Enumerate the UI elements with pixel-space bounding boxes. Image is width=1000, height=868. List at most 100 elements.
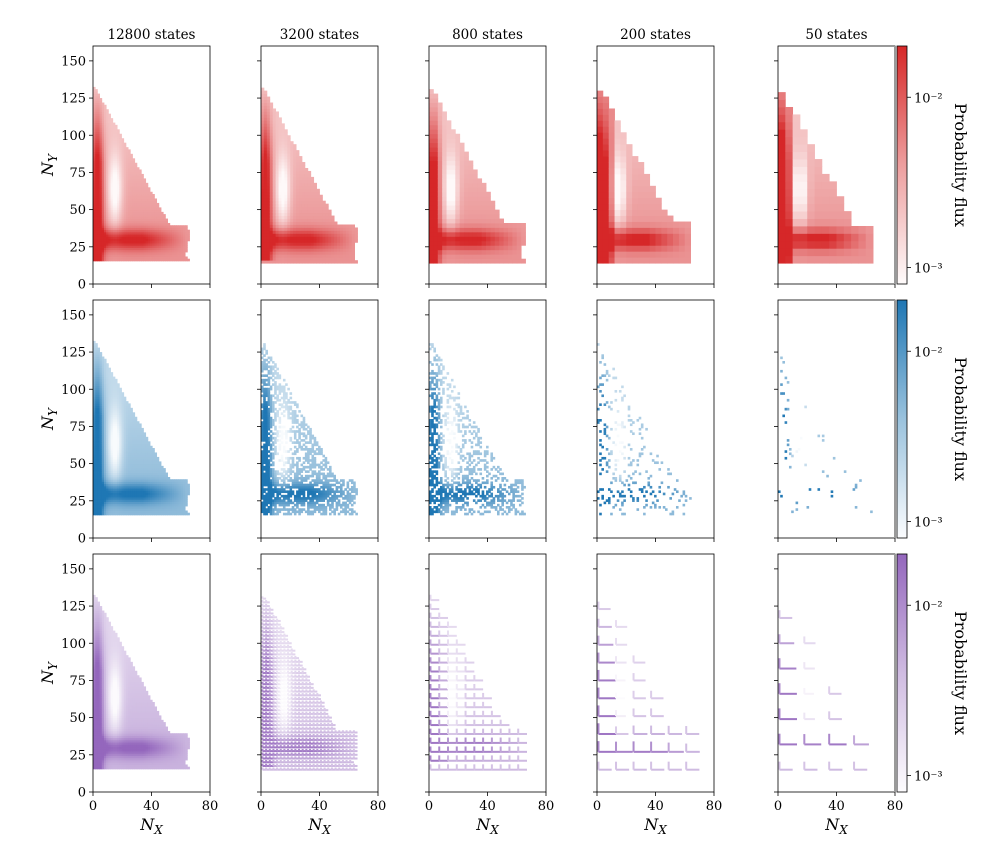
heatmap-cell xyxy=(429,147,434,153)
heatmap-cell xyxy=(147,211,151,215)
heatmap-cell xyxy=(112,252,116,255)
heatmap-cell xyxy=(130,165,133,168)
heatmap-cell xyxy=(110,439,114,442)
heatmap-cell xyxy=(119,452,122,456)
heatmap-cell xyxy=(147,225,151,228)
heatmap-cell xyxy=(293,156,297,160)
heatmap-cell xyxy=(602,257,610,264)
heatmap-cell xyxy=(114,171,118,175)
heatmap-cell xyxy=(132,178,136,182)
heatmap-cell xyxy=(117,499,120,502)
heatmap-cell xyxy=(139,194,142,197)
heatmap-cell xyxy=(799,196,808,205)
heatmap-cell xyxy=(284,141,288,145)
heatmap-cell xyxy=(103,387,107,391)
heatmap-cell xyxy=(95,173,98,177)
heatmap-cell xyxy=(446,249,452,255)
heatmap-cell xyxy=(114,481,118,485)
heatmap-cell xyxy=(117,474,120,478)
heatmap-cell xyxy=(117,162,120,166)
heatmap-cell xyxy=(807,211,815,219)
heatmap-cell xyxy=(106,483,109,487)
heatmap-cell xyxy=(778,181,786,190)
heatmap-cell xyxy=(125,211,129,215)
heatmap-cell xyxy=(99,252,103,255)
heatmap-cell xyxy=(99,490,103,494)
heatmap-cell xyxy=(266,129,271,133)
heatmap-cell xyxy=(121,258,125,262)
heatmap-cell xyxy=(296,224,300,228)
heatmap-cell xyxy=(281,156,285,160)
heatmap-cell xyxy=(266,215,271,219)
heatmap-cell xyxy=(99,207,103,211)
heatmap-cell xyxy=(101,129,105,132)
heatmap-cell xyxy=(785,114,794,123)
heatmap-cell xyxy=(103,421,107,424)
heatmap-cell xyxy=(123,191,127,195)
heatmap-cell xyxy=(117,140,120,144)
heatmap-cell xyxy=(103,144,107,148)
heatmap-cell xyxy=(464,209,469,215)
heatmap-cell xyxy=(319,200,323,205)
heatmap-cell xyxy=(792,114,801,123)
heatmap-cell xyxy=(169,229,173,233)
heatmap-cell xyxy=(132,454,136,458)
heatmap-cell xyxy=(97,490,100,494)
heatmap-cell xyxy=(99,497,103,500)
heatmap-cell xyxy=(296,197,300,202)
heatmap-cell xyxy=(263,257,268,261)
heatmap-cell xyxy=(284,147,288,151)
heatmap-cell xyxy=(334,257,338,261)
heatmap-cell xyxy=(130,423,133,427)
heatmap-cell xyxy=(117,142,120,146)
heatmap-cell xyxy=(620,138,627,145)
heatmap-cell xyxy=(145,254,149,257)
heatmap-cell xyxy=(614,150,621,157)
heatmap-cell xyxy=(95,209,98,213)
heatmap-cell xyxy=(101,138,105,141)
heatmap-cell xyxy=(331,254,335,258)
heatmap-cell xyxy=(123,448,127,451)
heatmap-cell xyxy=(101,506,105,509)
heatmap-cell xyxy=(93,240,96,244)
heatmap-cell xyxy=(319,209,323,214)
heatmap-cell xyxy=(266,221,271,225)
heatmap-cell xyxy=(799,129,808,138)
heatmap-cell xyxy=(490,227,496,233)
heatmap-cell xyxy=(93,445,96,449)
heatmap-cell xyxy=(490,258,496,264)
heatmap-cell xyxy=(130,461,133,465)
heatmap-cell xyxy=(117,198,120,202)
heatmap-cell xyxy=(103,158,107,161)
heatmap-cell xyxy=(301,167,306,172)
heatmap-cell xyxy=(304,167,309,172)
heatmap-cell xyxy=(307,170,312,175)
heatmap-cell xyxy=(165,229,168,233)
heatmap-cell xyxy=(110,249,114,253)
heatmap-cell xyxy=(152,196,155,199)
heatmap-cell xyxy=(275,126,279,130)
heatmap-cell xyxy=(614,120,621,127)
heatmap-cell xyxy=(161,256,164,260)
heatmap-cell xyxy=(667,215,674,222)
heatmap-cell xyxy=(287,254,291,258)
heatmap-cell xyxy=(266,182,271,187)
heatmap-cell xyxy=(263,123,268,127)
heatmap-cell xyxy=(272,117,277,121)
heatmap-cell xyxy=(278,126,282,130)
heatmap-cell xyxy=(119,173,122,177)
heatmap-cell xyxy=(101,356,105,360)
heatmap-cell xyxy=(261,108,265,112)
heatmap-cell xyxy=(331,230,335,234)
heatmap-cell xyxy=(108,238,111,242)
heatmap-cell xyxy=(130,410,133,413)
heatmap-cell xyxy=(95,185,98,188)
heatmap-cell xyxy=(117,394,120,398)
heatmap-cell xyxy=(95,158,98,161)
heatmap-cell xyxy=(261,167,265,172)
heatmap-cell xyxy=(114,144,118,148)
heatmap-cell xyxy=(95,133,98,137)
heatmap-cell xyxy=(99,427,103,431)
heatmap-cell xyxy=(123,456,127,460)
heatmap-cells xyxy=(429,89,526,264)
